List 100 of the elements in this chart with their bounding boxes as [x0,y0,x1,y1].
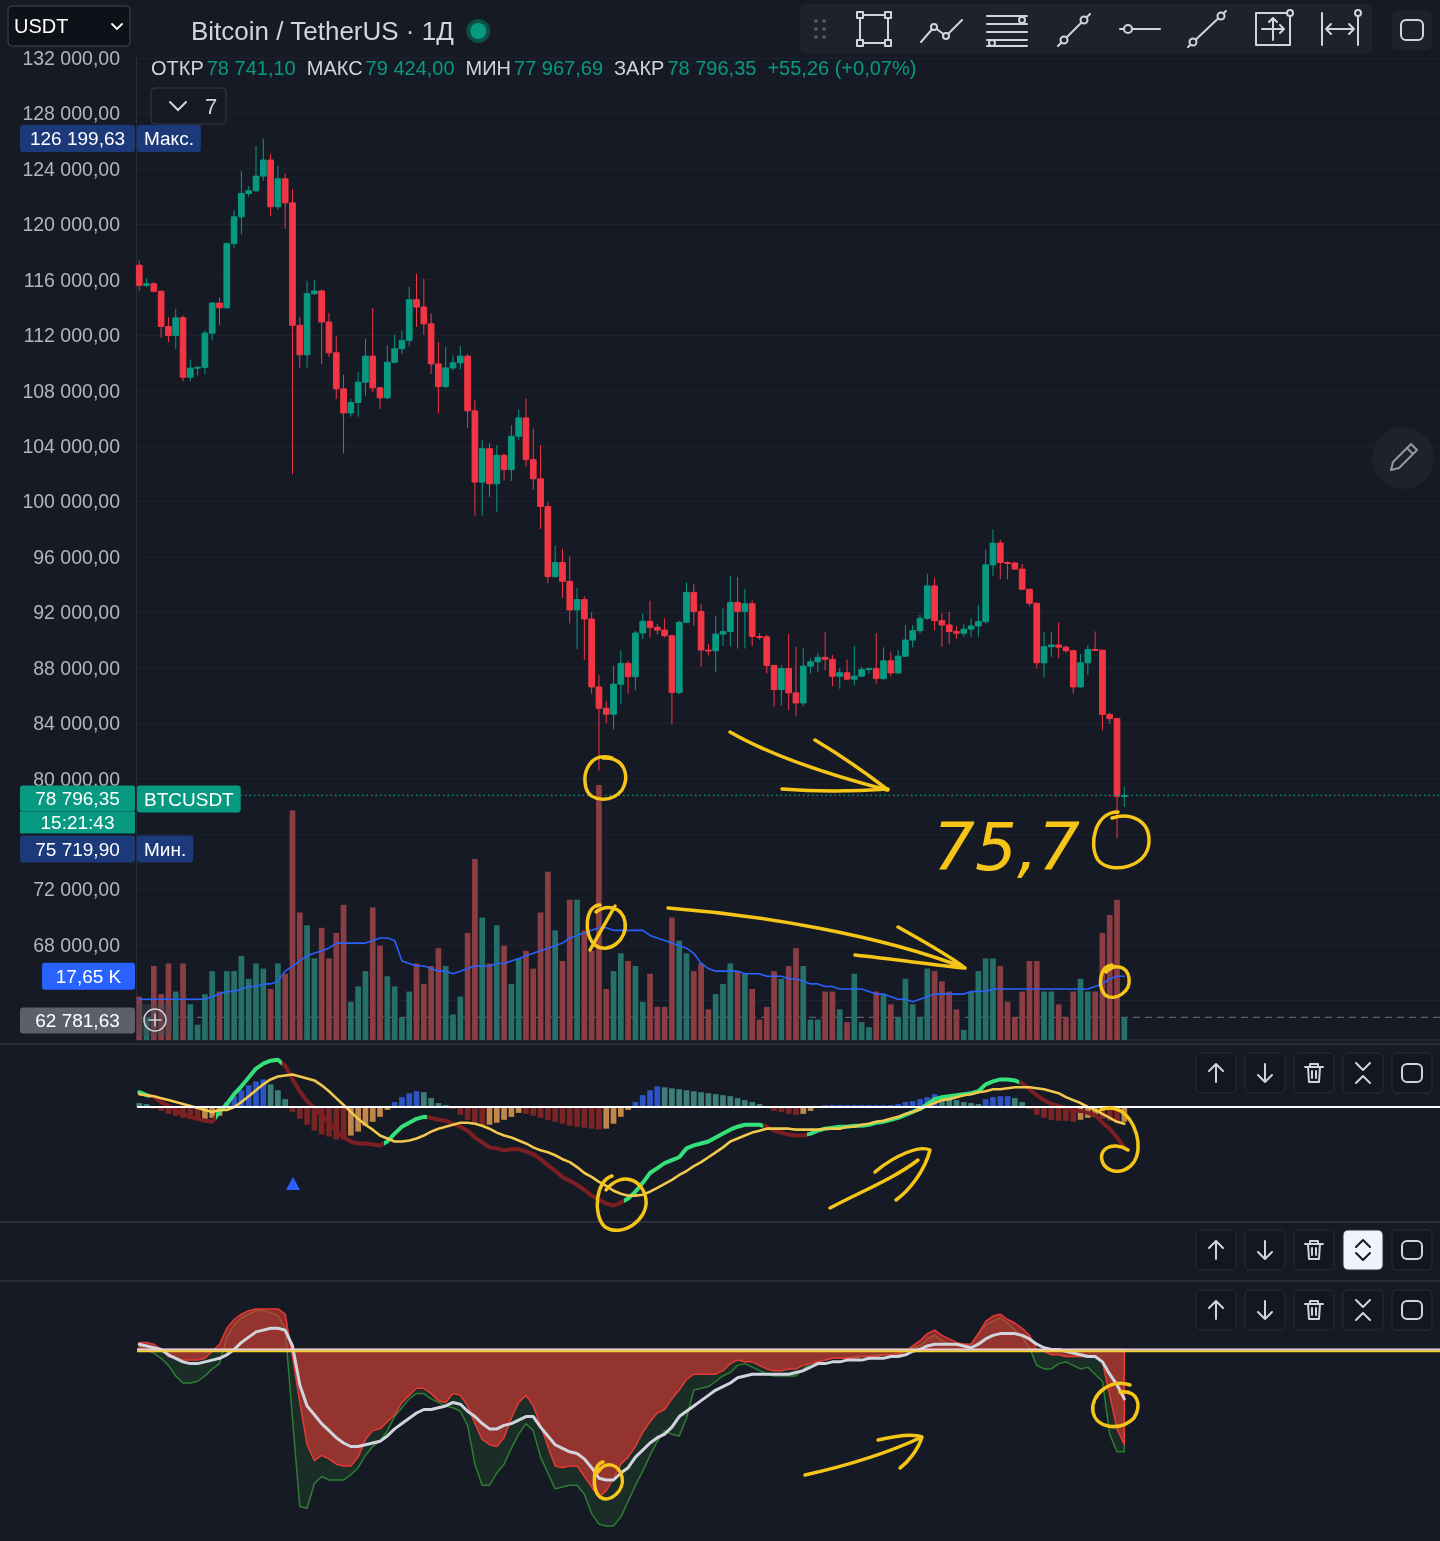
y-tick-label: 92 000,00 [33,601,121,624]
toggle-button: 7 [150,87,227,125]
bar [815,1019,821,1040]
candlestick [172,308,180,350]
candlestick [836,667,844,690]
annotation: МАКС [306,57,363,79]
annotation: 79 424,00 [365,57,455,79]
price-tag: Мин. [137,835,194,863]
candlestick [734,576,741,650]
bar [172,991,179,1040]
bar [1084,991,1091,1040]
bar [282,973,289,1040]
bar [676,940,683,1040]
bar [836,1009,843,1040]
annotation: 78 741,10 [206,57,296,79]
y-tick-label: 128 000,00 [22,102,121,125]
candlestick [143,278,150,288]
candlestick [267,153,274,217]
candlestick [880,646,887,681]
candlestick [778,664,785,706]
annotation: МИН [465,57,512,79]
y-tick-label: 68 000,00 [33,933,121,956]
bar [895,1017,901,1040]
annotation: 77 967,69 [514,57,604,79]
bar [296,912,303,1040]
y-tick-label: 100 000,00 [22,490,121,513]
bar [873,991,880,1040]
candlestick [872,632,880,685]
bar [1121,1017,1128,1040]
price-tag: 17,65 K [42,962,135,990]
bar [997,966,1004,1040]
annotation: 75,7 [933,809,1080,886]
price-tag: 78 796,35 [20,785,135,812]
candlestick [135,259,143,292]
bar [566,899,573,1040]
bar [515,958,522,1040]
bar [493,925,500,1040]
candlestick [216,297,223,326]
price-tag: 126 199,63 [20,125,135,153]
bar [742,973,748,1040]
bar [1033,960,1040,1040]
bar [180,963,186,1040]
y-tick-label: 96 000,00 [33,545,121,568]
dropdown: USDT [7,5,131,47]
y-tick-label: 108 000,00 [22,379,121,402]
bar [844,1022,850,1040]
candlestick [274,165,282,211]
y-tick-label: 116 000,00 [23,268,121,291]
candlestick [573,587,581,650]
candlestick [551,545,559,579]
bar [749,989,756,1040]
annotation: BTCUSDT [144,788,235,810]
bar [187,1004,194,1040]
price-tag: Макс. [137,125,201,153]
y-tick-label: 72 000,00 [33,878,121,901]
candlestick [843,658,851,681]
chart-title: Bitcoin / TetherUS · 1Д [191,16,455,47]
candlestick [179,314,187,382]
bar [552,930,559,1040]
price-tag: 62 781,63 [20,1007,135,1034]
bar [479,917,486,1040]
y-tick-label: 112 000,00 [23,324,121,347]
bar [617,953,624,1040]
annotation: ЗАКР [614,57,665,79]
candlestick [887,651,895,677]
candlestick [478,439,486,516]
bar [545,871,551,1040]
candlestick [741,588,749,650]
y-tick-label: 124 000,00 [22,157,121,180]
bar [136,996,143,1040]
bar [384,976,391,1040]
bar [304,925,310,1040]
y-tick-label: 88 000,00 [33,656,121,679]
annotation: 78 796,35 [667,57,757,79]
bar [596,1107,602,1130]
annotation: Мин. [144,838,187,860]
y-tick-label: 132 000,00 [22,47,121,70]
bar [472,858,478,1040]
bar [603,1107,610,1129]
candlestick [500,453,508,481]
bar [851,973,858,1040]
candlestick [486,442,493,498]
bar [1092,991,1098,1040]
price-tag: BTCUSDT [137,785,241,813]
candlestick [624,660,632,695]
annotation: ОТКР [151,57,204,79]
price-tag: 15:21:43 [20,811,135,834]
bar [275,963,281,1040]
candlestick [493,444,501,513]
bar [822,991,828,1040]
annotation: 7 [204,93,218,119]
ref-line-label: 62 781,63 [35,1010,120,1032]
bar [1041,991,1047,1040]
price-tag: 75 719,90 [20,835,135,863]
annotation: +55,26 (+0,07%) [767,57,917,79]
bar [639,1001,646,1040]
y-tick-label: 120 000,00 [22,213,121,236]
bar [574,899,580,1040]
annotation: Макс. [144,128,194,150]
bar [501,945,507,1040]
